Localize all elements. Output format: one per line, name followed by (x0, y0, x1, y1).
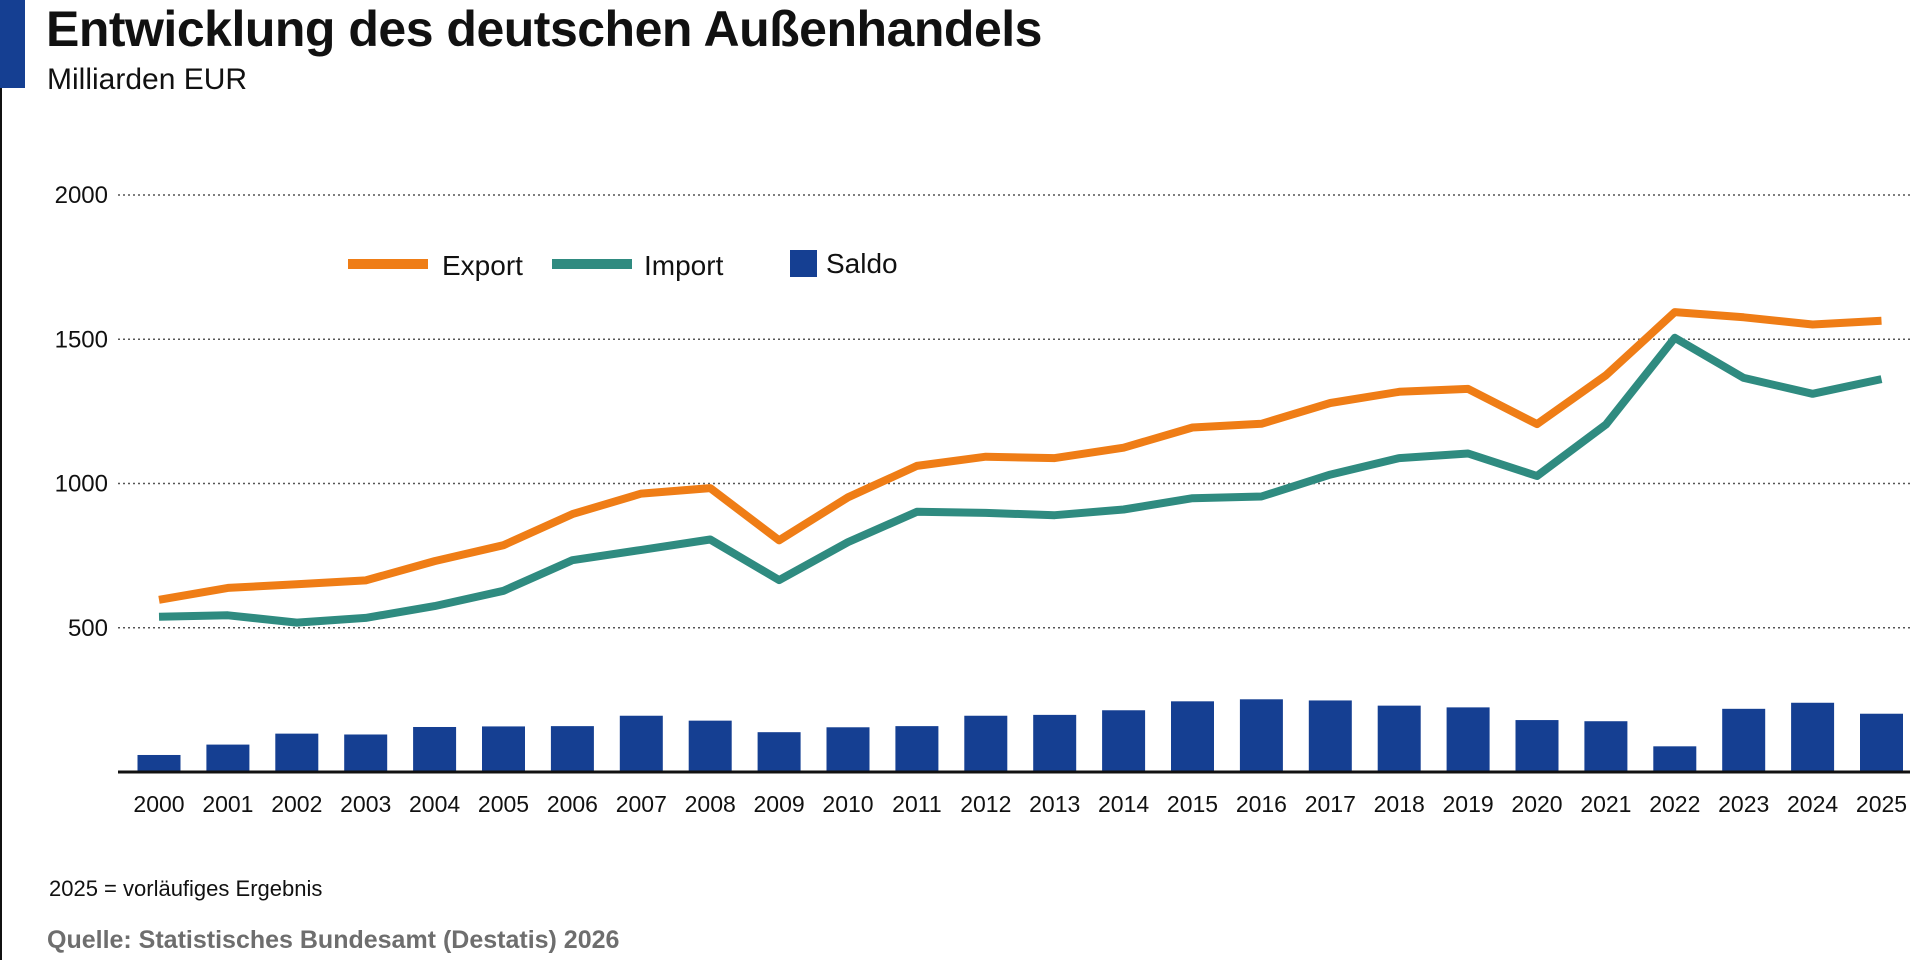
x-tick-label: 2019 (1443, 791, 1494, 817)
import-line (158, 333, 1883, 627)
accent-bar (0, 0, 25, 88)
y-tick-label: 1000 (55, 471, 108, 498)
x-tick-label: 2000 (133, 791, 184, 817)
saldo-bar (964, 715, 1008, 772)
x-tick-label: 2023 (1718, 791, 1769, 817)
x-tick-label: 2013 (1029, 791, 1080, 817)
x-tick-label: 2020 (1511, 791, 1562, 817)
saldo-bar (1584, 721, 1628, 772)
saldo-bar (1653, 746, 1697, 772)
saldo-bar (1239, 699, 1283, 772)
saldo-bar (1033, 714, 1077, 772)
y-axis-ticks: 500 1000 1500 2000 (55, 182, 108, 642)
x-tick-label: 2010 (822, 791, 873, 817)
x-tick-label: 2012 (960, 791, 1011, 817)
x-tick-label: 2014 (1098, 791, 1149, 817)
legend-saldo-label: Saldo (826, 248, 898, 279)
saldo-bars (137, 699, 1903, 772)
saldo-bar (206, 744, 250, 772)
saldo-bar (619, 715, 663, 772)
saldo-bar (482, 726, 525, 772)
x-tick-label: 2002 (271, 791, 322, 817)
x-tick-label: 2001 (202, 791, 253, 817)
x-tick-label: 2021 (1580, 791, 1631, 817)
x-tick-label: 2022 (1649, 791, 1700, 817)
export-line (158, 308, 1882, 604)
saldo-bar (1515, 720, 1559, 772)
saldo-bar (344, 734, 388, 772)
x-tick-label: 2015 (1167, 791, 1218, 817)
saldo-bar (1722, 708, 1766, 772)
y-tick-label: 1500 (55, 326, 108, 353)
saldo-bar (895, 726, 939, 772)
x-tick-label: 2018 (1374, 791, 1425, 817)
saldo-bar (688, 720, 732, 772)
saldo-bar (1791, 702, 1835, 772)
y-tick-label: 500 (68, 615, 108, 642)
x-tick-label: 2011 (892, 791, 941, 817)
saldo-bar (1308, 700, 1352, 772)
x-axis-ticks: 2000 2001 2002 2003 2004 2005 2006 2007 2008 2009… (133, 791, 1907, 817)
x-tick-label: 2008 (685, 791, 736, 817)
saldo-bar (550, 726, 594, 772)
legend-import-label: Import (644, 250, 724, 281)
x-tick-label: 2003 (340, 791, 391, 817)
saldo-bar (1860, 713, 1903, 772)
x-tick-label: 2016 (1236, 791, 1287, 817)
saldo-bar (1446, 707, 1490, 772)
y-tick-label: 2000 (55, 182, 108, 209)
saldo-bar (1377, 705, 1421, 772)
saldo-bar (1171, 701, 1214, 772)
x-tick-label: 2025 (1856, 791, 1907, 817)
legend-export-label: Export (442, 250, 523, 281)
x-tick-label: 2005 (478, 791, 529, 817)
x-tick-label: 2004 (409, 791, 460, 817)
left-rule (0, 88, 2, 960)
saldo-bar (826, 727, 870, 772)
footnote: 2025 = vorläufiges Ergebnis (49, 876, 323, 901)
x-tick-label: 2024 (1787, 791, 1838, 817)
x-tick-label: 2009 (754, 791, 805, 817)
x-tick-label: 2017 (1305, 791, 1356, 817)
legend: Export Import Saldo (348, 248, 898, 281)
saldo-bar (757, 732, 801, 772)
legend-saldo-swatch (790, 250, 817, 277)
saldo-bar (137, 754, 181, 772)
x-tick-label: 2006 (547, 791, 598, 817)
chart-title: Entwicklung des deutschen Außenhandels (46, 1, 1042, 57)
saldo-bar (413, 726, 457, 772)
series-lines (158, 308, 1883, 627)
chart-subtitle: Milliarden EUR (47, 63, 248, 96)
saldo-bar (1102, 710, 1146, 772)
gridlines (118, 194, 1910, 629)
source-line: Quelle: Statistisches Bundesamt (Destati… (47, 926, 620, 954)
saldo-bar (275, 733, 319, 772)
x-tick-label: 2007 (616, 791, 667, 817)
